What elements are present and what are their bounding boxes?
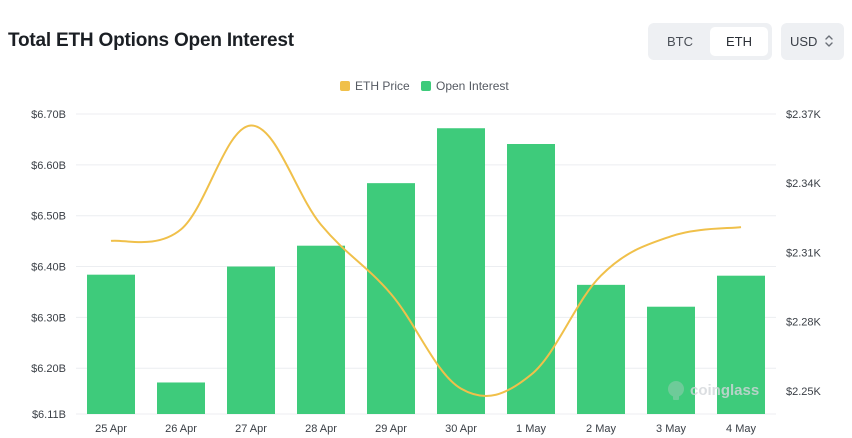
chart-legend: ETH Price Open Interest	[0, 79, 852, 95]
bar-open-interest	[507, 144, 555, 414]
bar-open-interest	[717, 275, 765, 414]
eth-tab[interactable]: ETH	[710, 27, 768, 56]
y-right-tick-label: $2.25K	[786, 386, 822, 398]
y-right-tick-label: $2.37K	[786, 109, 822, 121]
bar-open-interest	[157, 382, 205, 414]
currency-select[interactable]: USD	[781, 23, 844, 60]
coinglass-watermark: coinglass	[668, 381, 759, 400]
bar-open-interest	[297, 245, 345, 414]
x-tick-label: 30 Apr	[445, 423, 477, 435]
x-tick-label: 29 Apr	[375, 423, 407, 435]
x-tick-label: 26 Apr	[165, 423, 197, 435]
y-right-tick-label: $2.34K	[786, 178, 822, 190]
x-tick-label: 25 Apr	[95, 423, 127, 435]
watermark-text: coinglass	[690, 382, 759, 399]
bar-open-interest	[577, 284, 625, 414]
asset-toggle: BTC ETH	[648, 23, 772, 60]
eth-price-line	[110, 124, 742, 397]
bar-open-interest	[367, 183, 415, 414]
x-tick-label: 1 May	[516, 423, 546, 435]
bar-open-interest	[647, 306, 695, 414]
x-tick-label: 28 Apr	[305, 423, 337, 435]
y-left-tick-label: $6.50B	[31, 211, 66, 223]
y-left-tick-label: $6.40B	[31, 262, 66, 274]
x-tick-label: 27 Apr	[235, 423, 267, 435]
btc-tab[interactable]: BTC	[667, 34, 693, 49]
coinglass-logo-icon	[668, 381, 684, 400]
bar-open-interest	[227, 266, 275, 414]
currency-value: USD	[790, 34, 818, 49]
legend-label-eth-price: ETH Price	[355, 79, 410, 93]
chevron-updown-icon	[825, 35, 833, 47]
y-left-tick-label: $6.11B	[32, 409, 66, 421]
y-left-tick-label: $6.30B	[31, 312, 66, 324]
x-tick-label: 2 May	[586, 423, 616, 435]
legend-swatch-eth-price	[340, 81, 350, 91]
bar-open-interest	[87, 274, 135, 414]
legend-swatch-open-interest	[421, 81, 431, 91]
legend-label-open-interest: Open Interest	[436, 79, 509, 93]
legend-item-open-interest[interactable]: Open Interest	[421, 79, 509, 93]
x-tick-label: 3 May	[656, 423, 686, 435]
y-left-tick-label: $6.60B	[31, 160, 66, 172]
x-tick-label: 4 May	[726, 423, 756, 435]
legend-item-eth-price[interactable]: ETH Price	[340, 79, 410, 93]
y-left-tick-label: $6.20B	[31, 363, 66, 375]
y-right-tick-label: $2.28K	[786, 317, 822, 329]
page-title: Total ETH Options Open Interest	[8, 30, 294, 51]
bar-open-interest	[437, 128, 485, 414]
y-right-tick-label: $2.31K	[786, 247, 822, 259]
y-left-tick-label: $6.70B	[31, 109, 66, 121]
